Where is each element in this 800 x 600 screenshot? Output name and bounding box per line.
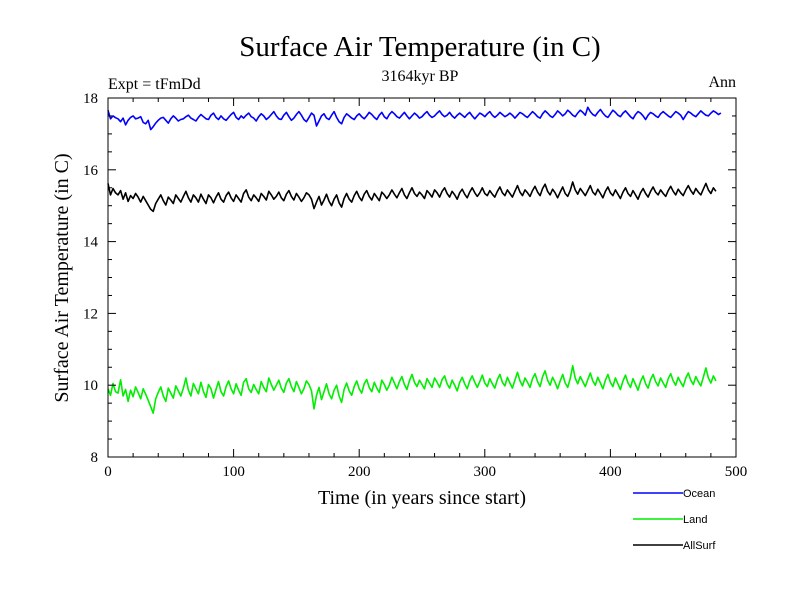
series-line-ocean — [107, 106, 722, 131]
x-tick-label: 300 — [474, 464, 497, 480]
season-label: Ann — [708, 74, 736, 91]
x-axis-label: Time (in years since start) — [318, 487, 526, 509]
axis-ticks: 0 100 200 300 400 500 8 10 12 14 16 18 — [83, 91, 747, 480]
y-tick-label: 18 — [83, 91, 98, 107]
legend: Ocean Land AllSurf — [633, 488, 716, 552]
legend-label-allsurf: AllSurf — [683, 540, 716, 552]
y-tick-label: 10 — [83, 378, 98, 394]
x-tick-label: 200 — [348, 464, 371, 480]
chart-subtitle: 3164kyr BP — [382, 68, 459, 85]
x-tick-label: 0 — [104, 464, 112, 480]
x-tick-label: 500 — [725, 464, 748, 480]
x-tick-label: 400 — [599, 464, 622, 480]
y-axis-label: Surface Air Temperature (in C) — [51, 153, 73, 402]
series-line-allsurf — [107, 181, 717, 213]
series-line-land — [107, 364, 717, 415]
y-tick-label: 8 — [91, 450, 99, 466]
y-tick-label: 12 — [83, 306, 98, 322]
y-tick-label: 16 — [83, 163, 99, 179]
series-layer — [107, 106, 722, 415]
y-tick-label: 14 — [83, 235, 99, 251]
legend-label-ocean: Ocean — [683, 488, 715, 500]
legend-label-land: Land — [683, 514, 707, 526]
experiment-label: Expt = tFmDd — [108, 76, 201, 93]
x-tick-label: 100 — [222, 464, 245, 480]
plot-frame — [107, 97, 737, 458]
chart-title: Surface Air Temperature (in C) — [239, 31, 600, 63]
